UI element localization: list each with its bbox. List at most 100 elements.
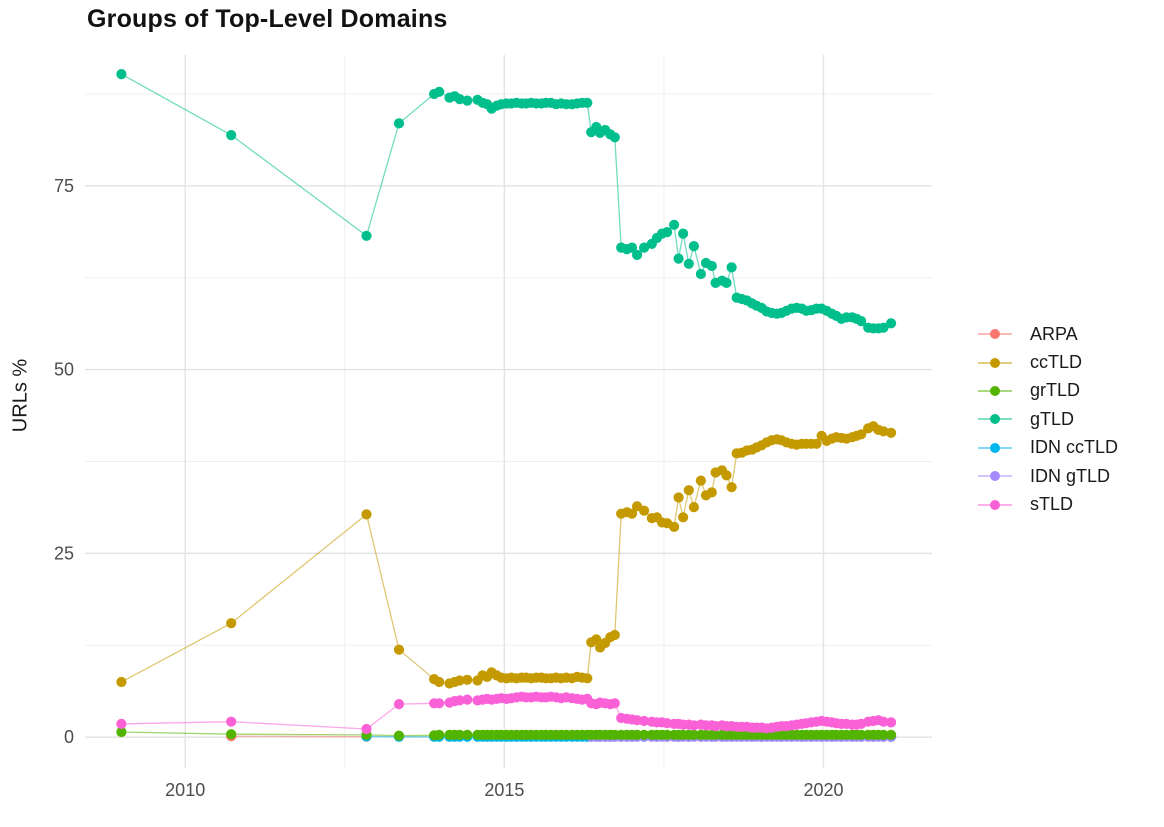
data-point bbox=[669, 219, 680, 230]
data-point bbox=[688, 729, 700, 741]
data-point bbox=[454, 94, 465, 105]
data-point bbox=[361, 230, 372, 241]
data-point bbox=[886, 729, 897, 741]
data-point bbox=[886, 318, 897, 329]
legend-item-stld: sTLD bbox=[978, 490, 1118, 518]
data-point bbox=[582, 673, 593, 684]
data-point bbox=[695, 268, 707, 280]
data-point bbox=[393, 730, 405, 741]
data-point bbox=[626, 242, 638, 253]
legend-label: IDN ccTLD bbox=[1030, 437, 1119, 458]
data-point bbox=[609, 698, 620, 709]
data-point bbox=[878, 322, 889, 333]
data-point bbox=[609, 629, 620, 641]
legend-label: ccTLD bbox=[1030, 352, 1083, 373]
series-line bbox=[121, 73, 892, 330]
data-point bbox=[226, 729, 237, 740]
data-point bbox=[454, 695, 465, 706]
data-point bbox=[726, 482, 737, 493]
series-gtld bbox=[116, 69, 897, 334]
x-tick-label: 2020 bbox=[803, 780, 843, 800]
data-point bbox=[393, 118, 405, 129]
data-point bbox=[856, 316, 867, 327]
data-point bbox=[856, 729, 867, 741]
data-point bbox=[886, 427, 897, 438]
data-point bbox=[726, 262, 737, 273]
data-point bbox=[683, 485, 694, 496]
data-point bbox=[678, 228, 689, 239]
legend-label: gTLD bbox=[1030, 408, 1075, 429]
data-point bbox=[673, 492, 684, 503]
tick-labels: 0 25 50 75 2010 2015 2020 bbox=[54, 176, 844, 800]
x-tick-label: 2010 bbox=[165, 780, 205, 800]
data-point bbox=[361, 509, 372, 520]
legend: ARPA ccTLD grTLD gTLD IDN ccTLD IDN gTLD sTLD bbox=[978, 320, 1118, 519]
y-tick-label: 25 bbox=[54, 543, 74, 563]
legend-label: sTLD bbox=[1030, 494, 1074, 515]
data-point bbox=[886, 717, 897, 728]
data-point bbox=[639, 729, 650, 741]
data-point bbox=[695, 475, 707, 486]
data-point bbox=[878, 716, 889, 727]
data-point bbox=[582, 97, 593, 108]
data-point bbox=[434, 698, 445, 709]
series-arpa bbox=[226, 731, 372, 742]
legend-key-icon bbox=[978, 357, 1012, 368]
data-point bbox=[683, 258, 694, 269]
data-point bbox=[434, 729, 445, 741]
legend-label: IDN gTLD bbox=[1030, 465, 1111, 486]
data-point bbox=[116, 676, 127, 688]
data-point bbox=[226, 130, 237, 141]
legend-label: ARPA bbox=[1030, 323, 1078, 344]
data-point bbox=[626, 508, 638, 519]
data-point bbox=[454, 729, 465, 741]
data-point bbox=[632, 249, 643, 260]
gridlines-minor bbox=[85, 55, 932, 768]
data-point bbox=[393, 699, 405, 710]
data-point bbox=[116, 69, 127, 80]
legend-key-icon bbox=[978, 471, 1012, 482]
y-tick-label: 75 bbox=[54, 176, 74, 196]
y-tick-label: 50 bbox=[54, 360, 74, 380]
data-point bbox=[688, 502, 700, 513]
data-point bbox=[706, 260, 717, 272]
data-point bbox=[116, 726, 127, 738]
legend-key-icon bbox=[978, 329, 1012, 340]
legend-key-icon bbox=[978, 414, 1012, 425]
data-point bbox=[688, 241, 700, 252]
data-point bbox=[434, 676, 445, 688]
legend-key-icon bbox=[978, 385, 1012, 396]
legend-item-idn-gtld: IDN gTLD bbox=[978, 462, 1118, 490]
legend-item-idn-cctld: IDN ccTLD bbox=[978, 434, 1118, 462]
data-point bbox=[462, 95, 473, 106]
data-point bbox=[706, 487, 717, 498]
legend-key-icon bbox=[978, 499, 1012, 510]
data-point bbox=[856, 429, 867, 440]
data-point bbox=[462, 729, 473, 741]
data-point bbox=[662, 729, 673, 741]
data-point bbox=[393, 644, 405, 655]
x-tick-label: 2015 bbox=[484, 780, 524, 800]
data-point bbox=[116, 718, 127, 730]
series-cctld bbox=[116, 421, 897, 689]
data-point bbox=[454, 675, 465, 686]
data-point bbox=[721, 470, 732, 481]
data-point bbox=[462, 674, 473, 685]
data-point bbox=[878, 426, 889, 437]
data-point bbox=[639, 505, 650, 516]
data-point bbox=[673, 253, 684, 264]
gridlines-major bbox=[85, 55, 932, 768]
data-point bbox=[591, 634, 602, 645]
legend-item-gtld: gTLD bbox=[978, 405, 1118, 433]
legend-label: grTLD bbox=[1030, 380, 1081, 401]
data-point bbox=[639, 242, 650, 253]
data-point bbox=[434, 86, 445, 97]
series-line bbox=[231, 735, 367, 738]
chart-title: Groups of Top-Level Domains bbox=[87, 5, 448, 33]
legend-item-arpa: ARPA bbox=[978, 320, 1118, 348]
data-point bbox=[632, 729, 643, 741]
data-point bbox=[609, 132, 620, 143]
legend-item-grtld: grTLD bbox=[978, 377, 1118, 405]
